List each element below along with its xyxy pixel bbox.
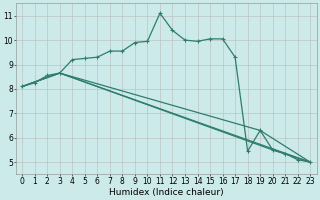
X-axis label: Humidex (Indice chaleur): Humidex (Indice chaleur) [109, 188, 223, 197]
